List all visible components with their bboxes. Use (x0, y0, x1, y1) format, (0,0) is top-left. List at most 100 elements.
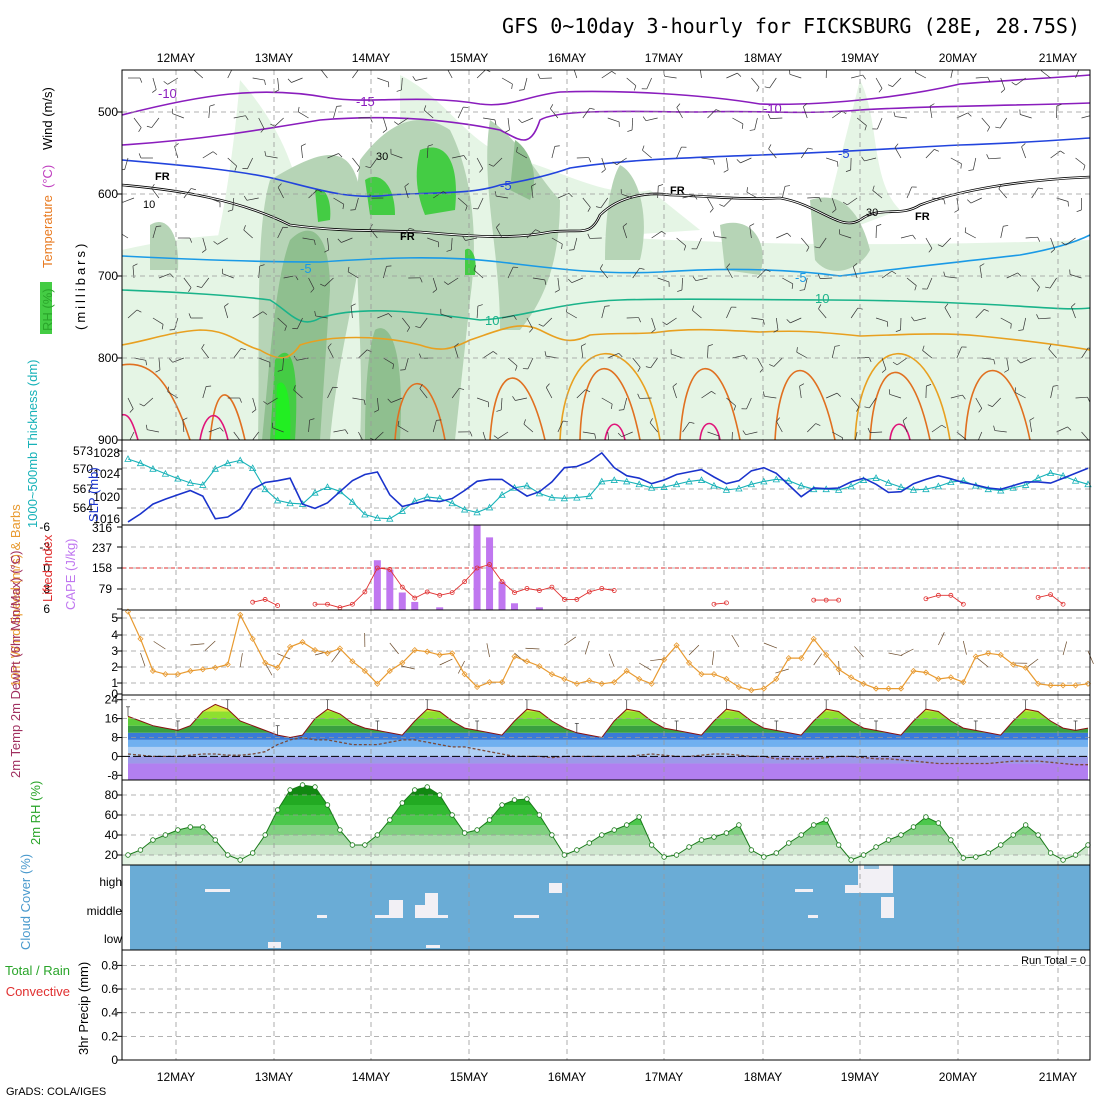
wind-barb-flag (723, 169, 729, 173)
x-axis-bottom: 12MAY 13MAY 14MAY 15MAY 16MAY 17MAY 18MAY 19MAY… (157, 1070, 1077, 1084)
wind-barb-flag (138, 153, 142, 159)
thickness-point (535, 489, 544, 497)
wind-barb-flag (962, 394, 966, 400)
wind-barb-flag (412, 76, 416, 81)
wind-barb-flag (1087, 347, 1090, 349)
wind-barb-flag (356, 167, 361, 172)
ylabel-cape: CAPE (J/kg) (63, 538, 78, 610)
wind-barb (956, 431, 967, 440)
wind-point (947, 674, 954, 681)
wind-barb (308, 420, 310, 433)
y-tick-label: 900 (98, 433, 118, 447)
wind-barb (726, 306, 732, 319)
wind-barb-flag (132, 263, 138, 267)
wind-barb-flag (342, 204, 345, 210)
wind-barb-flag (496, 223, 500, 228)
x-tick-label: 12MAY (157, 51, 195, 65)
rh-point (374, 832, 381, 838)
wind-barb-flag (894, 143, 899, 148)
wind-barb (246, 197, 259, 201)
wind-barb (832, 431, 843, 439)
wind-point (972, 653, 979, 660)
thickness-point (161, 469, 170, 477)
wind-barb-flag (561, 243, 563, 249)
wind-barb (616, 157, 627, 166)
wind-barb (1056, 426, 1068, 433)
wind-barb-flag (152, 89, 157, 93)
wind-barb-flag (511, 83, 513, 89)
li-point (1048, 592, 1053, 598)
wind-barb (454, 346, 459, 359)
wind-barb-flag (477, 304, 483, 307)
thickness-point (647, 483, 656, 491)
wind-barb (557, 277, 560, 290)
wind-barb (925, 149, 935, 159)
contour-label: -10 (763, 101, 782, 116)
wind-barb-flag (145, 360, 148, 366)
wind-barb-flag (589, 107, 595, 110)
wind-barb (607, 431, 610, 440)
wind-barb-flag (523, 419, 526, 425)
rh-point (511, 797, 518, 803)
wind-point (536, 663, 543, 670)
wind-barb (914, 317, 927, 322)
li-point (499, 579, 505, 585)
li-point (512, 590, 517, 595)
rh-point (387, 817, 393, 823)
rh-point (736, 822, 742, 828)
cape-bar (411, 601, 419, 610)
thickness-point (623, 477, 631, 485)
wind-point (498, 679, 506, 686)
rh-point (898, 832, 904, 838)
run-total: Run Total = 0 (1021, 955, 1086, 967)
wind-barb (944, 307, 952, 319)
wind-point (785, 655, 792, 662)
wind-barb (888, 652, 903, 657)
wind-barb (764, 395, 777, 399)
wind-barb (327, 153, 339, 159)
wind-barb (850, 397, 860, 408)
y-tick-label: 0 (111, 687, 118, 701)
wind-barb (881, 357, 887, 370)
wind-barb (972, 157, 977, 170)
y-tick-label: 573 (73, 444, 93, 458)
wind-barb (152, 77, 157, 90)
wind-barb (854, 431, 858, 440)
wind-barb (1050, 150, 1061, 159)
wind-point (935, 675, 942, 683)
rh-point (973, 854, 979, 860)
wind-point (636, 675, 643, 683)
wind-barb (239, 653, 243, 668)
rh-point (1010, 832, 1016, 838)
wind-barb-flag (715, 109, 721, 112)
wind-barb-flag (737, 72, 742, 77)
wind-barb-flag (544, 351, 547, 357)
wind-barb-flag (741, 123, 744, 129)
thickness-point (136, 459, 145, 467)
wind-point (673, 642, 680, 649)
wind-barb (447, 70, 453, 79)
wind-barb (626, 77, 637, 86)
contour-label: FR (670, 185, 685, 197)
wind-barb-flag (209, 104, 215, 107)
wind-barb (391, 397, 403, 403)
wind-barb-flag (263, 401, 268, 405)
wind-barb (482, 431, 486, 440)
rh-band (128, 835, 1088, 845)
wind-barb-flag (842, 437, 844, 440)
wind-barb-flag (189, 237, 193, 243)
rh-point (524, 796, 530, 802)
wind-barb-flag (454, 343, 459, 347)
wind-barb (507, 266, 514, 279)
wind-barb (264, 662, 273, 676)
wind-barb (852, 266, 858, 279)
rh-point (1072, 852, 1079, 858)
rh-shading: -10 -15 -10 -5 -5 FR FR FR -5 -5 10 10 F… (122, 70, 1090, 440)
wind-barb (507, 117, 510, 130)
wind-barb-flag (327, 343, 332, 348)
rh-point (636, 814, 642, 820)
wind-barb-flag (787, 232, 792, 237)
thickness-point (598, 477, 606, 485)
rh-point (212, 837, 218, 843)
wind-barb (676, 237, 686, 246)
